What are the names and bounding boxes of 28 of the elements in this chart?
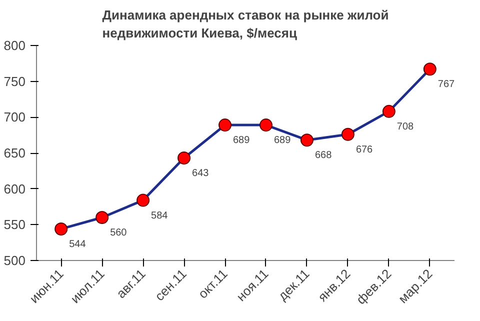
- data-label: 708: [396, 121, 414, 132]
- data-label: 560: [110, 228, 128, 238]
- y-tick-label: 800: [4, 38, 26, 53]
- point: [218, 118, 232, 132]
- data-label: 689: [274, 135, 292, 146]
- data-label: 643: [192, 168, 210, 180]
- y-tick-label: 500: [4, 253, 26, 268]
- chart-title: Динамика арендных ставок на рынке жилой недвижимости Киева, $/месяц: [102, 8, 389, 40]
- y-tick-label: 750: [4, 74, 26, 89]
- data-label: 767: [438, 79, 456, 90]
- point: [136, 194, 150, 207]
- data-label: 544: [69, 238, 86, 250]
- point: [382, 104, 396, 118]
- y-tick-label: 650: [4, 146, 26, 160]
- point: [54, 222, 68, 236]
- data-label: 676: [356, 144, 374, 156]
- point: [423, 62, 436, 76]
- point: [341, 128, 354, 141]
- y-tick-label: 700: [4, 110, 26, 125]
- data-label: 584: [151, 210, 168, 222]
- data-label: 689: [233, 135, 250, 146]
- y-tick-label: 550: [4, 217, 26, 232]
- data-label: 668: [314, 150, 332, 162]
- point: [300, 134, 314, 147]
- y-tick-label: 600: [4, 181, 26, 196]
- point: [178, 152, 191, 165]
- point: [259, 118, 272, 132]
- point: [96, 211, 109, 224]
